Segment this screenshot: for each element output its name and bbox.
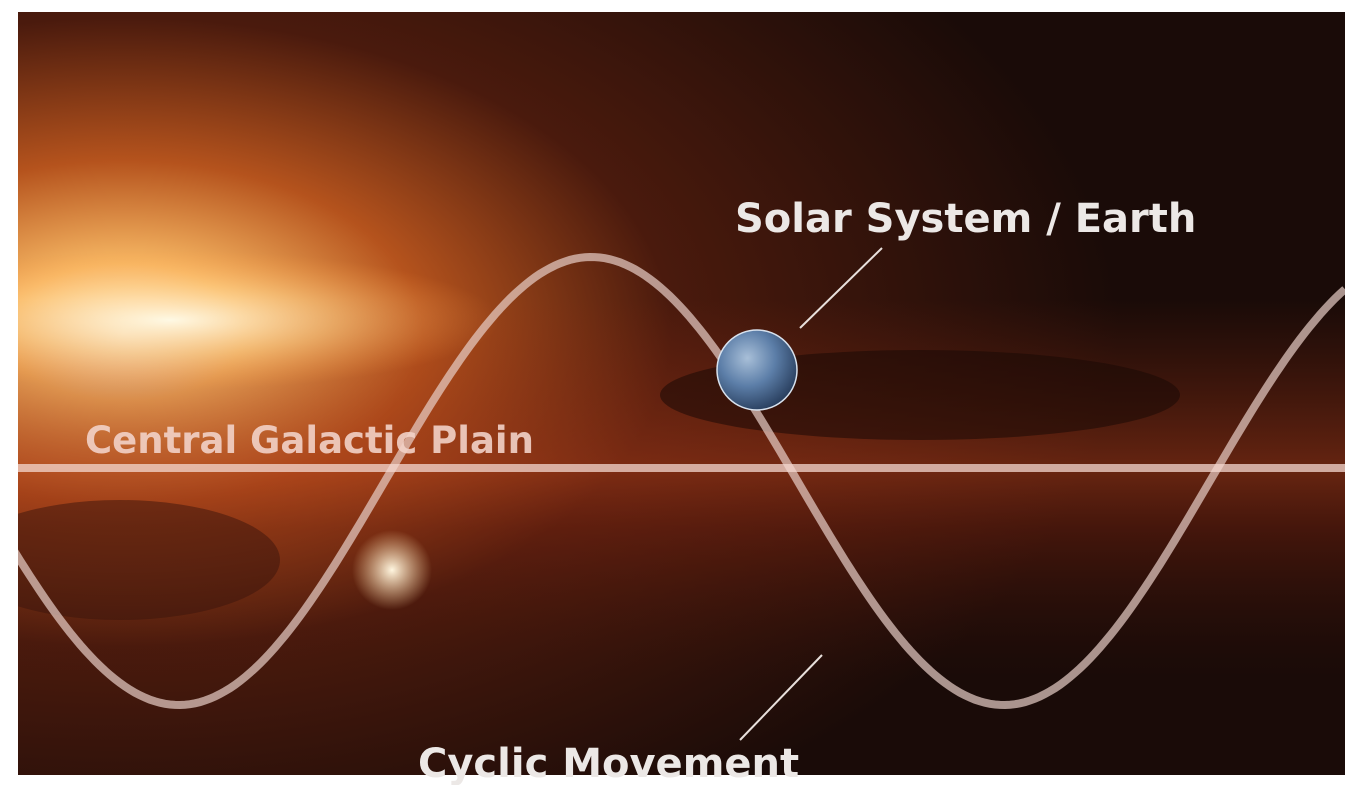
plane-label: Central Galactic Plain bbox=[85, 419, 534, 462]
earth-label: Solar System / Earth bbox=[735, 196, 1196, 242]
leader-line bbox=[799, 247, 883, 329]
galactic-plane-line bbox=[18, 464, 1345, 472]
wave-line bbox=[18, 252, 1345, 710]
background bbox=[18, 12, 1345, 775]
leader-line bbox=[739, 654, 823, 741]
cyclic-path bbox=[18, 252, 1345, 710]
earth bbox=[716, 329, 798, 411]
movement-label: Cyclic Movement bbox=[418, 741, 799, 785]
